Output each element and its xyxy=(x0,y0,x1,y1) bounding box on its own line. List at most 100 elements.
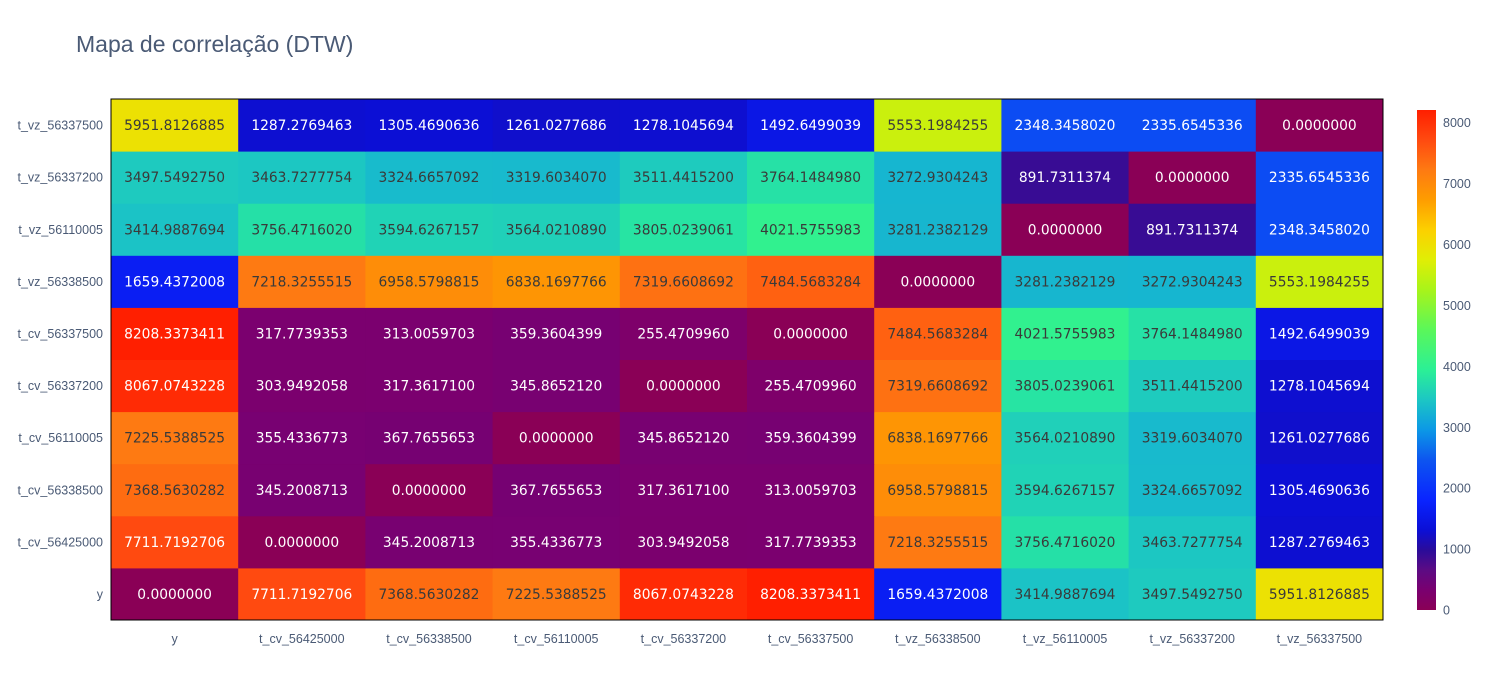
colorbar-tick-label: 5000 xyxy=(1443,299,1471,313)
heatmap-cell xyxy=(492,255,621,308)
cell-value-label: 3414.9887694 xyxy=(1015,587,1116,603)
heatmap-cell xyxy=(365,151,494,204)
heatmap-cell xyxy=(747,359,875,413)
cell-value-label: 255.4709960 xyxy=(765,379,857,395)
heatmap-cell xyxy=(1255,463,1384,517)
heatmap-cell xyxy=(111,151,239,204)
cell-value-label: 0.0000000 xyxy=(1282,118,1357,134)
heatmap-cell xyxy=(1001,359,1130,413)
heatmap-cell xyxy=(747,307,875,360)
cell-value-label: 8067.0743228 xyxy=(124,379,225,395)
heatmap-cell xyxy=(238,307,366,360)
heatmap-cell xyxy=(365,463,494,517)
heatmap-cell xyxy=(874,463,1002,517)
heatmap-cell xyxy=(238,99,366,152)
cell-value-label: 7368.5630282 xyxy=(124,483,225,499)
colorbar-tick-label: 7000 xyxy=(1443,177,1471,191)
heatmap-cell xyxy=(111,567,239,621)
cell-value-label: 3281.2382129 xyxy=(887,222,988,238)
heatmap-cell xyxy=(1001,203,1130,256)
heatmap-cell xyxy=(1001,307,1130,360)
cell-value-label: 3324.6657092 xyxy=(1142,483,1243,499)
cell-value-label: 0.0000000 xyxy=(264,535,339,551)
cell-value-label: 8208.3373411 xyxy=(760,587,861,603)
cell-value-label: 355.4336773 xyxy=(256,431,348,447)
cell-value-label: 317.3617100 xyxy=(383,379,475,395)
cell-value-label: 355.4336773 xyxy=(510,535,602,551)
chart-title: Mapa de correlação (DTW) xyxy=(76,31,353,57)
x-tick-label: t_vz_56338500 xyxy=(895,632,981,646)
cell-value-label: 8208.3373411 xyxy=(124,326,225,342)
cell-value-label: 345.8652120 xyxy=(510,379,602,395)
colorbar-tick-label: 8000 xyxy=(1443,116,1471,130)
heatmap-cell xyxy=(1128,307,1257,360)
cell-value-label: 5553.1984255 xyxy=(887,118,988,134)
heatmap-cell xyxy=(1128,151,1257,204)
heatmap-cell xyxy=(111,255,239,308)
cell-value-label: 8067.0743228 xyxy=(633,587,734,603)
cell-value-label: 7218.3255515 xyxy=(251,274,352,290)
x-axis-ticks: y t_cv_56425000 t_cv_56338500 t_cv_56110005… xyxy=(171,632,1362,646)
cell-value-label: 317.7739353 xyxy=(256,326,348,342)
colorbar-tick-label: 0 xyxy=(1443,604,1450,618)
cell-value-label: 359.3604399 xyxy=(510,326,602,342)
cell-value-label: 3756.4716020 xyxy=(251,222,352,238)
cell-value-label: 3324.6657092 xyxy=(379,170,480,186)
heatmap-cell xyxy=(747,255,875,308)
heatmap-cell xyxy=(1128,515,1257,569)
cell-value-label: 2348.3458020 xyxy=(1269,222,1370,238)
cell-value-label: 1261.0277686 xyxy=(1269,431,1370,447)
cell-value-label: 3511.4415200 xyxy=(1142,379,1243,395)
heatmap-cell xyxy=(1255,255,1384,308)
heatmap-cell xyxy=(619,255,748,308)
cell-value-label: 0.0000000 xyxy=(1028,222,1103,238)
heatmap-cell-labels: 0.0000000 7711.7192706 7368.5630282 7225.53… xyxy=(124,118,1370,603)
heatmap-cell xyxy=(238,567,366,621)
cell-value-label: 303.9492058 xyxy=(637,535,729,551)
heatmap-cell xyxy=(1128,359,1257,413)
heatmap-cell xyxy=(619,99,748,152)
x-tick-label: t_vz_56337500 xyxy=(1277,632,1363,646)
cell-value-label: 5553.1984255 xyxy=(1269,274,1370,290)
heatmap-cell xyxy=(619,151,748,204)
plot-frame xyxy=(110,98,1384,621)
heatmap-cell xyxy=(238,151,366,204)
cell-value-label: 0.0000000 xyxy=(392,483,467,499)
cell-value-label: 7225.5388525 xyxy=(506,587,607,603)
y-tick-label: t_cv_56110005 xyxy=(18,431,103,445)
cell-value-label: 3764.1484980 xyxy=(1142,326,1243,342)
cell-value-label: 303.9492058 xyxy=(256,379,348,395)
heatmap-cell xyxy=(111,307,239,360)
cell-value-label: 6838.1697766 xyxy=(887,431,988,447)
cell-value-label: 5951.8126885 xyxy=(1269,587,1370,603)
cell-value-label: 3756.4716020 xyxy=(1015,535,1116,551)
heatmap-cell xyxy=(619,203,748,256)
cell-value-label: 6958.5798815 xyxy=(379,274,480,290)
heatmap-cell xyxy=(365,307,494,360)
y-tick-label: t_cv_56337500 xyxy=(18,327,104,341)
cell-value-label: 0.0000000 xyxy=(773,326,848,342)
heatmap-cell xyxy=(492,307,621,360)
heatmap-cell xyxy=(1128,567,1257,621)
heatmap-cell xyxy=(1128,203,1257,256)
heatmap-cell xyxy=(619,515,748,569)
colorbar-tick-label: 3000 xyxy=(1443,421,1471,435)
cell-value-label: 4021.5755983 xyxy=(1015,326,1116,342)
x-tick-label: t_cv_56110005 xyxy=(514,632,599,646)
cell-value-label: 891.7311374 xyxy=(1146,222,1238,238)
cell-value-label: 1287.2769463 xyxy=(1269,535,1370,551)
cell-value-label: 3564.0210890 xyxy=(1015,431,1116,447)
heatmap-cell xyxy=(747,151,875,204)
cell-value-label: 367.7655653 xyxy=(510,483,602,499)
heatmap-cell xyxy=(238,515,366,569)
cell-value-label: 313.0059703 xyxy=(383,326,475,342)
heatmap-cell xyxy=(365,203,494,256)
heatmap-cell xyxy=(1255,515,1384,569)
cell-value-label: 345.8652120 xyxy=(637,431,729,447)
cell-value-label: 2335.6545336 xyxy=(1142,118,1243,134)
heatmap-cell xyxy=(238,411,366,465)
x-tick-label: t_cv_56337500 xyxy=(768,632,854,646)
cell-value-label: 7319.6608692 xyxy=(633,274,734,290)
heatmap-cell xyxy=(874,99,1002,152)
